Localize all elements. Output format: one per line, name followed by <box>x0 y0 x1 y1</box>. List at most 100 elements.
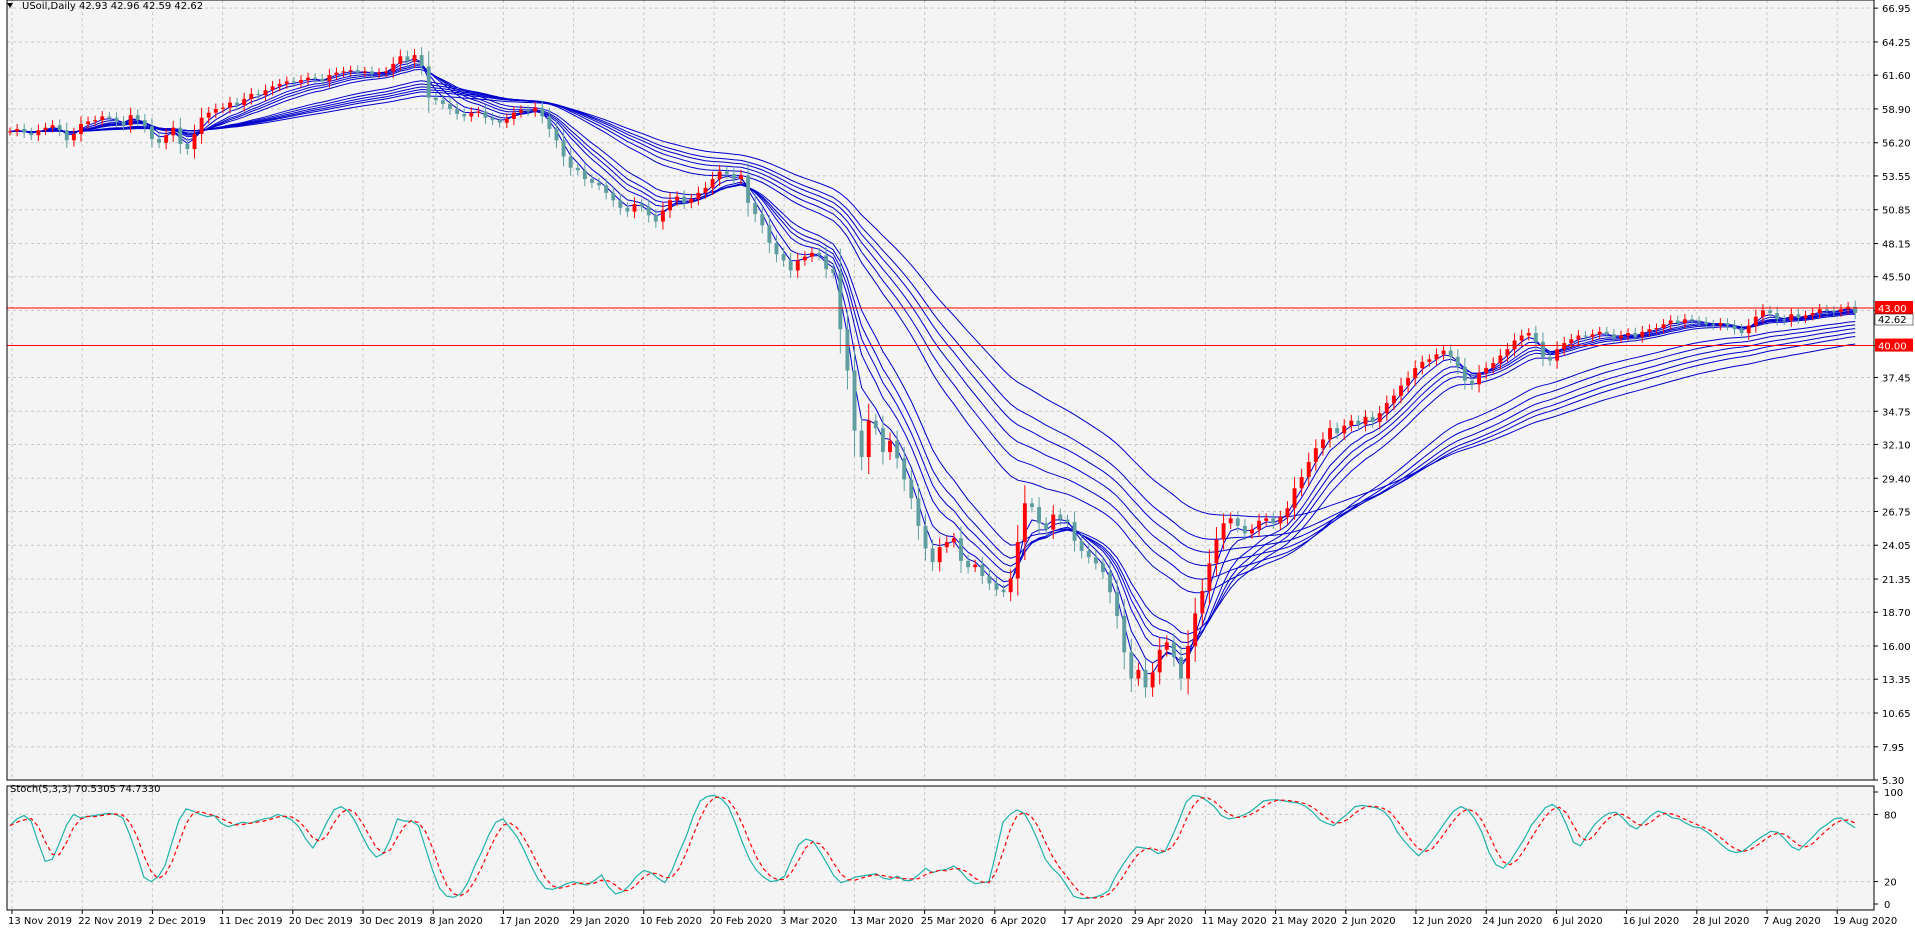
candle-body <box>242 98 247 106</box>
date-tick-label: 20 Dec 2019 <box>289 916 353 927</box>
stochastic-plot-area <box>7 786 1874 910</box>
candle-body <box>1157 649 1162 673</box>
price-tick-label: 37.45 <box>1882 373 1911 384</box>
candle-body <box>1697 320 1702 322</box>
candle-body <box>589 179 594 183</box>
candle-body <box>1086 550 1091 558</box>
candle-body <box>895 440 900 459</box>
candle-body <box>1831 310 1836 312</box>
candle-body <box>774 242 779 255</box>
candle-body <box>511 112 516 119</box>
candle-body <box>987 575 992 584</box>
date-tick-label: 29 Apr 2020 <box>1131 916 1193 927</box>
candle-body <box>1619 335 1623 339</box>
candle-body <box>880 428 885 452</box>
date-tick-label: 30 Dec 2019 <box>359 916 423 927</box>
date-tick-label: 21 May 2020 <box>1272 916 1337 927</box>
candle-body <box>1704 321 1709 325</box>
candle-body <box>547 116 552 129</box>
ema-line-5 <box>9 60 1856 664</box>
candle-body <box>291 81 296 83</box>
candle-body <box>1200 590 1205 614</box>
candle-body <box>1753 316 1758 326</box>
date-tick-label: 7 Aug 2020 <box>1763 916 1821 927</box>
candle-body <box>79 123 83 134</box>
candle-body <box>1455 356 1460 367</box>
candle-body <box>1257 520 1262 530</box>
candle-body <box>1093 557 1098 564</box>
candle-body <box>341 71 346 73</box>
candle-body <box>1100 563 1105 573</box>
candle-body <box>433 97 438 101</box>
candle-body <box>114 117 119 122</box>
price-tick-label: 13.35 <box>1882 675 1911 686</box>
candle-body <box>1320 439 1325 449</box>
price-tick-label: 32.10 <box>1882 440 1911 451</box>
date-tick-label: 24 Jun 2020 <box>1482 916 1542 927</box>
candle-body <box>1725 323 1730 326</box>
candle-body <box>1079 540 1084 551</box>
candle-body <box>504 118 509 123</box>
candle-body <box>71 133 76 141</box>
candle-body <box>824 255 829 270</box>
ema-line-60 <box>9 95 1856 518</box>
candle-body <box>1690 319 1694 321</box>
candle-body <box>391 63 396 72</box>
candle-body <box>717 171 722 180</box>
candle-body <box>228 102 232 108</box>
candle-body <box>646 206 651 216</box>
stoch-tick-label: 20 <box>1884 878 1897 889</box>
candle-body <box>1299 477 1304 489</box>
candle-body <box>625 207 630 212</box>
candle-body <box>739 175 743 180</box>
symbol-header: USoil,Daily 42.93 42.96 42.59 42.62 <box>22 1 203 12</box>
candle-body <box>1271 518 1276 524</box>
candle-body <box>1675 320 1680 324</box>
candle-body <box>873 420 878 429</box>
candle-body <box>1335 428 1340 434</box>
candle-body <box>554 128 559 141</box>
candle-body <box>455 108 460 114</box>
price-frame <box>6 0 1875 781</box>
candle-body <box>1122 615 1127 653</box>
candle-body <box>1150 672 1155 688</box>
candle-body <box>128 115 133 126</box>
candle-body <box>682 196 687 203</box>
candle-body <box>1654 328 1659 330</box>
price-tick-label: 21.35 <box>1882 575 1911 586</box>
candle-body <box>568 156 573 168</box>
candle-body <box>1136 669 1141 679</box>
candle-body <box>334 72 339 76</box>
candle-body <box>937 547 942 563</box>
candle-body <box>810 252 814 257</box>
candle-body <box>760 214 765 226</box>
candle-body <box>1470 380 1474 385</box>
candle-body <box>1278 517 1283 524</box>
candle-body <box>263 90 268 96</box>
stochastic-header: Stoch(5,3,3) 70.5305 74.7330 <box>10 784 161 795</box>
candle-body <box>838 272 843 330</box>
candle-body <box>597 182 601 186</box>
candle-body <box>1030 503 1034 508</box>
candle-body <box>384 71 389 73</box>
ema-line-30 <box>9 80 1856 594</box>
candle-body <box>412 55 417 62</box>
stoch-tick-label: 80 <box>1884 810 1897 821</box>
candle-body <box>1434 354 1439 360</box>
date-tick-label: 28 Jul 2020 <box>1693 916 1750 927</box>
collapse-triangle-icon[interactable] <box>7 3 13 8</box>
date-tick-label: 2 Jun 2020 <box>1342 916 1396 927</box>
candle-body <box>1108 572 1112 593</box>
ema-line-45 <box>9 88 1856 553</box>
candle-body <box>1384 403 1389 414</box>
candle-body <box>1306 461 1311 478</box>
candle-body <box>185 143 190 149</box>
candle-body <box>1555 349 1560 361</box>
candle-body <box>1576 335 1581 340</box>
candle-body <box>476 111 481 113</box>
candle-body <box>1477 373 1482 385</box>
candle-body <box>36 130 41 136</box>
date-tick-label: 25 Mar 2020 <box>921 916 984 927</box>
candle-body <box>149 126 154 139</box>
candle-body <box>1164 642 1169 650</box>
